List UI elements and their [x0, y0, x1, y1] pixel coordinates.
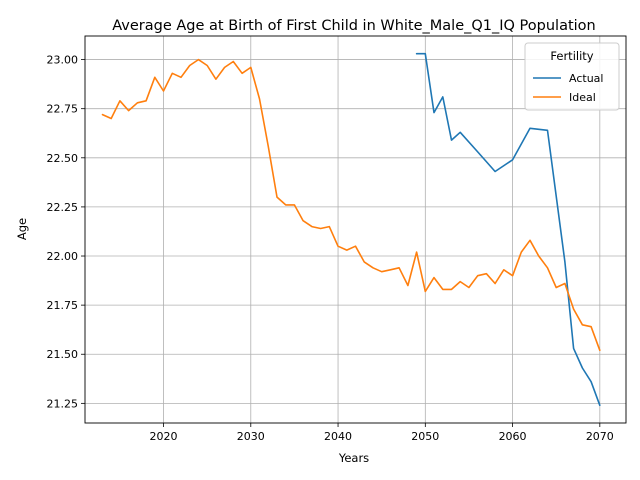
legend: Fertility Actual Ideal	[524, 42, 620, 111]
series-line-actual	[415, 52, 601, 407]
x-axis-ticks: 2020 2030 2040 2050 2060 2070	[150, 423, 614, 443]
y-axis-ticks: 21.25 21.50 21.75 22.00 22.25 22.50 22.75 23.00	[47, 54, 85, 410]
y-tick-label: 22.50	[47, 152, 79, 165]
x-tick-label: 2020	[150, 430, 178, 443]
x-tick-label: 2050	[411, 430, 439, 443]
legend-box	[524, 42, 620, 111]
y-tick-label: 23.00	[47, 54, 79, 67]
plot-area	[84, 35, 627, 424]
series-line-ideal	[101, 58, 601, 352]
x-tick-label: 2070	[586, 430, 614, 443]
legend-title: Fertility	[550, 49, 593, 63]
chart-title: Average Age at Birth of First Child in W…	[112, 18, 596, 34]
y-tick-label: 21.75	[47, 299, 79, 312]
x-tick-label: 2040	[324, 430, 352, 443]
x-tick-label: 2030	[237, 430, 265, 443]
x-axis-label: Years	[338, 451, 369, 465]
legend-label-actual: Actual	[569, 72, 603, 85]
y-tick-label: 22.00	[47, 250, 79, 263]
legend-label-ideal: Ideal	[569, 91, 596, 104]
y-axis-label: Age	[15, 218, 29, 240]
series-group	[101, 52, 601, 407]
y-tick-label: 22.75	[47, 103, 79, 116]
y-tick-label: 21.50	[47, 348, 79, 361]
x-tick-label: 2060	[499, 430, 527, 443]
y-tick-label: 22.25	[47, 201, 79, 214]
y-tick-label: 21.25	[47, 397, 79, 410]
